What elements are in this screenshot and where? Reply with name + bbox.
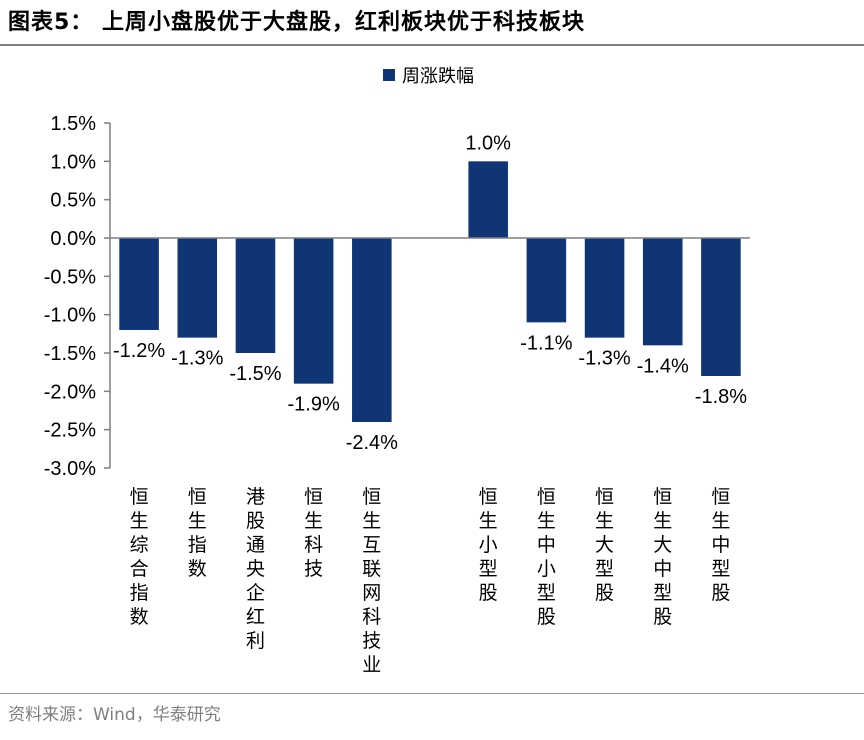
category-labels: 恒生综合指数 恒生指数 港股通央企红利 恒生科技 恒生互联网科技业 恒生小型股 恒生中小型股… [130, 486, 731, 676]
y-tick-label: -2.0% [44, 381, 96, 403]
bar [119, 238, 159, 330]
bar [584, 238, 625, 338]
bar [526, 238, 567, 323]
legend-label: 周涨跌幅 [402, 66, 474, 87]
data-label: -1.5% [229, 363, 281, 385]
bar [177, 238, 218, 338]
y-axis: 1.5% 1.0% 0.5% 0.0% -0.5% -1.0% -1.5% -2.0% -2.5… [44, 113, 111, 480]
legend-swatch [383, 69, 395, 81]
category-label: 恒生中小型股 [537, 486, 556, 628]
category-label: 恒生大型股 [595, 486, 614, 604]
data-label: -1.2% [113, 340, 165, 362]
data-label: -1.1% [520, 332, 572, 354]
category-label: 恒生大中型股 [653, 486, 672, 628]
data-label: -1.9% [288, 394, 340, 416]
bar [642, 238, 683, 346]
y-tick-label: -1.0% [44, 305, 96, 327]
category-label: 恒生中型股 [711, 486, 730, 604]
data-label: -1.3% [578, 348, 630, 370]
bar-chart: 周涨跌幅 1.5% 1.0% 0.5% 0.0% -0.5% -1.0% -1.5% -2.0… [44, 66, 750, 676]
bar [293, 238, 334, 384]
data-labels: -1.2% -1.3%-1.5%-1.9%-2.4%1.0%-1.1%-1.3% -… [113, 132, 747, 454]
category-label: 港股通央企红利 [246, 486, 265, 652]
data-label: 1.0% [465, 132, 511, 154]
data-label: -1.8% [695, 386, 747, 408]
data-label: -2.4% [346, 432, 398, 454]
category-label: 恒生指数 [188, 486, 207, 580]
chart-title: 图表5： 上周小盘股优于大盘股，红利板块优于科技板块 [8, 10, 585, 35]
bars [119, 161, 741, 422]
category-label: 恒生小型股 [479, 486, 498, 604]
y-tick-label: -0.5% [44, 266, 96, 288]
category-label: 恒生科技 [304, 486, 323, 580]
category-label: 恒生综合指数 [130, 486, 149, 628]
bar [468, 161, 508, 238]
source-note: 资料来源：Wind，华泰研究 [8, 705, 221, 725]
y-tick-label: 0.5% [50, 190, 96, 212]
source-divider [0, 693, 864, 694]
y-tick-label: 1.0% [50, 151, 96, 173]
title-divider [0, 44, 864, 46]
y-tick-label: -2.5% [44, 420, 96, 442]
legend: 周涨跌幅 [383, 66, 474, 87]
category-label: 恒生互联网科技业 [362, 486, 381, 676]
data-label: -1.3% [171, 348, 223, 370]
y-tick-label: 1.5% [50, 113, 96, 135]
data-label: -1.4% [637, 355, 689, 377]
y-tick-label: 0.0% [50, 228, 96, 250]
y-tick-label: -1.5% [44, 343, 96, 365]
bar [352, 238, 392, 422]
y-tick-label: -3.0% [44, 458, 96, 480]
bar [701, 238, 741, 376]
bar [235, 238, 276, 353]
